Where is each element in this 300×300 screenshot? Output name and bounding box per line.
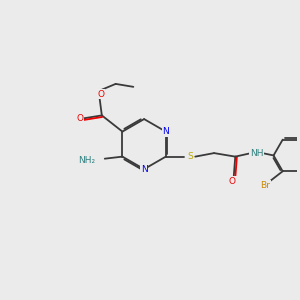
Text: N: N bbox=[162, 127, 169, 136]
Text: NH: NH bbox=[250, 148, 263, 158]
Text: N: N bbox=[141, 165, 148, 174]
Text: Br: Br bbox=[260, 181, 270, 190]
Text: O: O bbox=[76, 114, 83, 123]
Text: NH₂: NH₂ bbox=[78, 156, 95, 165]
Text: S: S bbox=[187, 152, 193, 161]
Text: O: O bbox=[229, 177, 236, 186]
Text: O: O bbox=[98, 90, 104, 99]
